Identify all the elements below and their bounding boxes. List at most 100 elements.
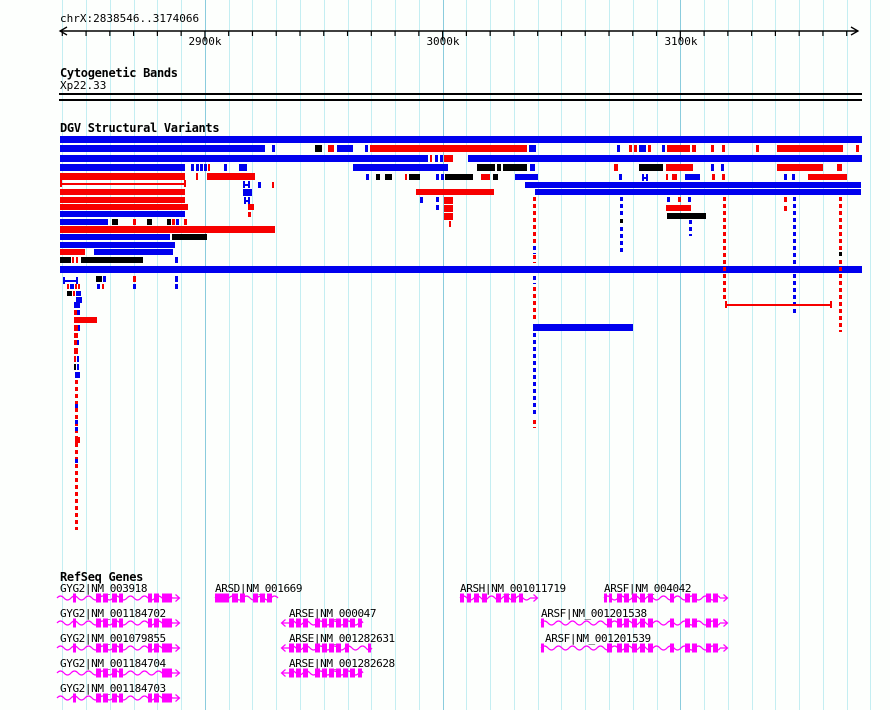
variant-bar[interactable] [481, 174, 490, 180]
variant-bar[interactable] [837, 164, 842, 171]
variant-bar[interactable] [73, 291, 75, 296]
variant-bar[interactable] [792, 174, 795, 180]
variant-bar[interactable] [385, 174, 392, 180]
variant-bar[interactable] [60, 155, 428, 162]
variant-bar[interactable] [147, 219, 152, 225]
variant-bar[interactable] [435, 155, 438, 162]
variant-bar[interactable] [497, 164, 501, 171]
variant-bar[interactable] [74, 333, 78, 338]
variant-bar[interactable] [176, 219, 179, 225]
variant-bar[interactable] [74, 310, 77, 315]
variant-dashed-line[interactable] [620, 227, 623, 252]
variant-dashed-line[interactable] [533, 246, 536, 254]
variant-bar[interactable] [175, 284, 178, 289]
variant-bar[interactable] [666, 174, 668, 180]
variant-bar[interactable] [75, 372, 80, 378]
variant-bar[interactable] [76, 291, 81, 296]
variant-bar[interactable] [133, 284, 136, 289]
variant-bar[interactable] [60, 242, 175, 248]
variant-bar[interactable] [315, 145, 322, 152]
variant-bar[interactable] [175, 257, 178, 263]
variant-bar[interactable] [365, 145, 368, 152]
variant-bar[interactable] [133, 219, 136, 225]
variant-bar[interactable] [722, 145, 725, 152]
variant-bar[interactable] [678, 197, 681, 202]
variant-bar[interactable] [72, 257, 74, 263]
variant-bar[interactable] [81, 257, 143, 263]
variant-bar[interactable] [711, 145, 714, 152]
variant-bar[interactable] [133, 276, 136, 282]
variant-dashed-line[interactable] [75, 459, 78, 466]
variant-bar[interactable] [444, 205, 453, 212]
variant-bar[interactable] [74, 364, 76, 370]
variant-dashed-line[interactable] [839, 260, 842, 332]
variant-dashed-line[interactable] [533, 276, 536, 284]
gene-model[interactable] [279, 616, 373, 630]
variant-bar[interactable] [60, 249, 85, 255]
gene-model[interactable] [279, 641, 382, 655]
variant-bar[interactable] [60, 226, 275, 233]
variant-dashed-line[interactable] [75, 404, 78, 411]
gene-model[interactable] [205, 591, 288, 605]
variant-bar[interactable] [436, 205, 439, 210]
variant-bar[interactable] [74, 348, 78, 354]
variant-bar[interactable] [525, 182, 861, 188]
variant-dashed-line[interactable] [689, 220, 692, 236]
variant-bar[interactable] [96, 276, 102, 282]
variant-bar[interactable] [78, 325, 80, 331]
variant-bar[interactable] [77, 364, 79, 370]
variant-bar[interactable] [639, 145, 646, 152]
variant-bar[interactable] [74, 317, 97, 323]
variant-bar[interactable] [468, 155, 862, 162]
variant-bar[interactable] [667, 145, 690, 152]
variant-bar[interactable] [440, 155, 443, 162]
variant-dashed-line[interactable] [533, 197, 536, 245]
gene-model[interactable] [531, 641, 730, 655]
variant-bar[interactable] [777, 164, 823, 171]
variant-bar[interactable] [77, 310, 80, 315]
variant-bar[interactable] [722, 174, 725, 180]
variant-dashed-line[interactable] [620, 197, 623, 218]
variant-bar[interactable] [77, 356, 79, 362]
variant-bar[interactable] [204, 164, 207, 171]
variant-dashed-line[interactable] [723, 197, 726, 302]
variant-bar[interactable] [444, 213, 453, 220]
variant-bar[interactable] [175, 276, 178, 282]
variant-bar[interactable] [711, 164, 714, 171]
variant-bar[interactable] [243, 189, 252, 196]
variant-bar[interactable] [239, 164, 247, 171]
variant-bar[interactable] [78, 284, 80, 289]
gene-model[interactable] [531, 616, 730, 630]
variant-bar[interactable] [60, 211, 185, 217]
variant-bar[interactable] [172, 234, 207, 240]
variant-bar[interactable] [208, 164, 210, 171]
variant-bar[interactable] [445, 174, 473, 180]
variant-bar[interactable] [60, 136, 862, 143]
variant-bar[interactable] [248, 204, 254, 210]
variant-bar[interactable] [67, 284, 69, 289]
variant-dashed-line[interactable] [839, 197, 842, 251]
variant-bar[interactable] [529, 145, 536, 152]
variant-connector[interactable] [725, 304, 832, 306]
variant-bar[interactable] [102, 284, 104, 289]
variant-bar[interactable] [444, 197, 453, 204]
variant-bar[interactable] [662, 145, 665, 152]
variant-bar[interactable] [184, 219, 187, 225]
variant-bar[interactable] [648, 145, 651, 152]
variant-bar[interactable] [60, 145, 265, 152]
variant-bar[interactable] [328, 145, 334, 152]
variant-bar[interactable] [441, 174, 444, 180]
variant-bar[interactable] [515, 174, 538, 180]
variant-bar[interactable] [370, 145, 527, 152]
variant-bar[interactable] [420, 197, 423, 203]
variant-bar[interactable] [248, 212, 251, 217]
variant-bar[interactable] [430, 155, 432, 162]
variant-bar[interactable] [784, 197, 787, 202]
variant-bar[interactable] [60, 266, 862, 273]
variant-bar[interactable] [60, 197, 185, 203]
variant-bar[interactable] [60, 189, 185, 195]
gene-model[interactable] [47, 691, 182, 705]
variant-bar[interactable] [856, 145, 859, 152]
variant-bar[interactable] [533, 324, 633, 331]
variant-bar[interactable] [672, 174, 677, 180]
